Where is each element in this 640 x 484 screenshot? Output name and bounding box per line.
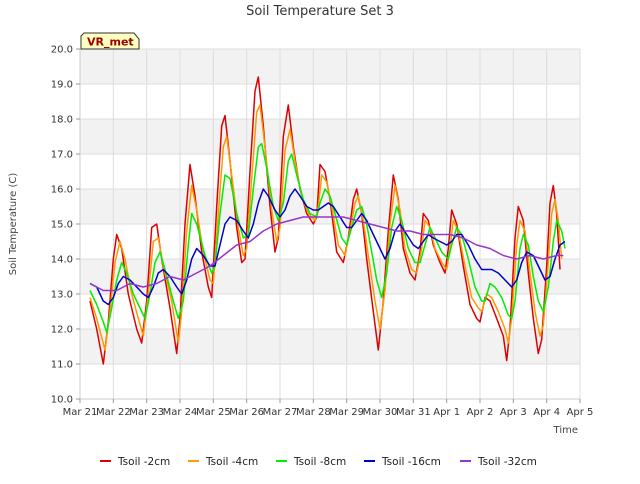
x-tick-label: Mar 28 bbox=[296, 407, 331, 418]
x-tick-label: Apr 2 bbox=[467, 407, 494, 418]
series-line-3 bbox=[89, 188, 566, 306]
grid-band bbox=[80, 49, 580, 84]
series-line-1 bbox=[89, 104, 563, 351]
legend-label-3: Tsoil -16cm bbox=[381, 456, 441, 468]
badge-label: VR_met bbox=[87, 36, 134, 49]
series-line-2 bbox=[89, 142, 566, 334]
y-axis-label: Soil Temperature (C) bbox=[8, 173, 19, 276]
y-tick-label: 15.0 bbox=[51, 220, 73, 231]
legend-label-2: Tsoil -8cm bbox=[293, 456, 346, 468]
y-tick-label: 18.0 bbox=[51, 115, 73, 126]
y-tick-label: 12.0 bbox=[51, 325, 73, 336]
chart-title: Soil Temperature Set 3 bbox=[246, 4, 394, 19]
x-tick-label: Mar 23 bbox=[129, 407, 164, 418]
legend-label-1: Tsoil -4cm bbox=[205, 456, 258, 468]
y-axis-ticks: 10.0 11.0 12.0 13.0 14.0 15.0 16.0 17.0 18.0 19.0… bbox=[51, 45, 80, 406]
y-tick-label: 16.0 bbox=[51, 185, 73, 196]
y-tick-label: 11.0 bbox=[51, 360, 73, 371]
x-tick-label: Mar 25 bbox=[196, 407, 231, 418]
legend-label-4: Tsoil -32cm bbox=[477, 456, 537, 468]
x-tick-label: Mar 24 bbox=[163, 407, 198, 418]
x-tick-label: Apr 4 bbox=[533, 407, 560, 418]
x-tick-label: Mar 31 bbox=[396, 407, 431, 418]
y-tick-label: 10.0 bbox=[51, 395, 73, 406]
badge-shape bbox=[80, 32, 140, 50]
grid-band bbox=[80, 189, 580, 224]
y-tick-label: 19.0 bbox=[51, 80, 73, 91]
series-line-4 bbox=[89, 216, 564, 292]
x-tick-label: Apr 1 bbox=[433, 407, 460, 418]
y-tick-label: 20.0 bbox=[51, 45, 73, 56]
x-axis-label: Time bbox=[553, 425, 578, 436]
x-tick-label: Mar 30 bbox=[363, 407, 398, 418]
y-tick-label: 13.0 bbox=[51, 290, 73, 301]
grid-band bbox=[80, 119, 580, 154]
x-tick-label: Mar 27 bbox=[263, 407, 298, 418]
x-tick-label: Mar 22 bbox=[96, 407, 131, 418]
x-tick-label: Mar 29 bbox=[329, 407, 364, 418]
vr-met-badge: VR_met bbox=[80, 32, 140, 50]
x-tick-label: Apr 5 bbox=[567, 407, 594, 418]
x-tick-label: Mar 21 bbox=[63, 407, 98, 418]
y-tick-label: 17.0 bbox=[51, 150, 73, 161]
x-tick-label: Mar 26 bbox=[229, 407, 264, 418]
legend: Tsoil -2cm Tsoil -4cm Tsoil -8cm Tsoil -16c… bbox=[100, 456, 537, 468]
x-tick-label: Apr 3 bbox=[500, 407, 527, 418]
legend-label-0: Tsoil -2cm bbox=[117, 456, 170, 468]
series-layer bbox=[89, 76, 566, 365]
grid-band bbox=[80, 329, 580, 364]
y-tick-label: 14.0 bbox=[51, 255, 73, 266]
